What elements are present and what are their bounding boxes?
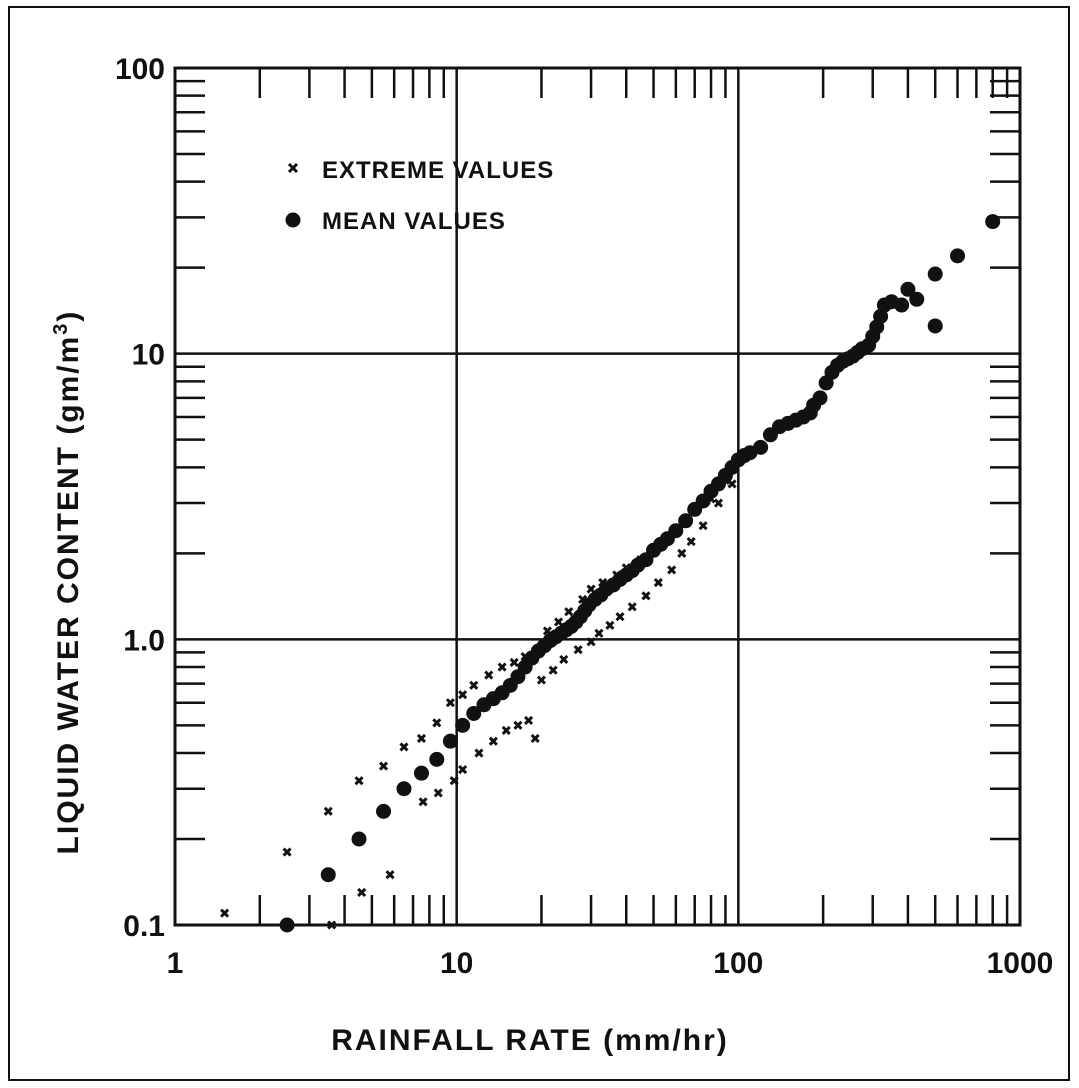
x-tick-label: 100 [713, 947, 763, 980]
extreme-value-point [470, 682, 477, 689]
extreme-value-point [555, 618, 562, 625]
extreme-value-point [616, 613, 623, 620]
extreme-value-point [575, 646, 582, 653]
extreme-value-point [538, 677, 545, 684]
legend-extreme-marker [289, 164, 297, 172]
mean-value-point [985, 214, 1000, 229]
mean-value-point [455, 718, 470, 733]
extreme-value-point [550, 667, 557, 674]
legend-x-glyph [289, 164, 297, 172]
extreme-value-point [433, 719, 440, 726]
extreme-value-point [511, 659, 518, 666]
extreme-value-point [668, 566, 675, 573]
x-axis-title: RAINFALL RATE (mm/hr) [331, 1024, 729, 1057]
extreme-value-point [325, 808, 332, 815]
mean-value-point [280, 918, 295, 933]
y-axis-title-close: ) [52, 310, 85, 322]
mean-value-point [928, 318, 943, 333]
x-tick-label: 1 [167, 947, 184, 980]
extreme-value-point [400, 743, 407, 750]
mean-value-point [894, 298, 909, 313]
mean-value-point [429, 752, 444, 767]
legend-extreme-label: EXTREME VALUES [322, 157, 554, 184]
y-tick-label: 10 [132, 339, 165, 372]
extreme-value-point [503, 727, 510, 734]
extreme-value-point [642, 592, 649, 599]
grid [175, 68, 1020, 925]
extreme-value-point [700, 522, 707, 529]
extreme-value-point [459, 691, 466, 698]
mean-value-point [909, 292, 924, 307]
plot-border [175, 68, 1020, 925]
y-tick-label: 100 [115, 53, 165, 86]
extreme-value-point [532, 735, 539, 742]
extreme-value-point [387, 871, 394, 878]
mean-value-point [813, 390, 828, 405]
extreme-value-point [514, 722, 521, 729]
y-tick-label: 0.1 [123, 910, 165, 943]
legend-mean-marker [286, 213, 301, 228]
extreme-value-point [284, 849, 291, 856]
extreme-value-point [715, 500, 722, 507]
mean-value-point [396, 781, 411, 796]
extreme-value-point [688, 538, 695, 545]
extreme-value-point [525, 717, 532, 724]
mean-value-point [414, 766, 429, 781]
extreme-value-point [629, 603, 636, 610]
mean-value-point [753, 440, 768, 455]
y-tick-labels: 0.1 1.0 10 100 [115, 53, 165, 943]
extreme-value-point [475, 750, 482, 757]
extreme-value-point [499, 664, 506, 671]
mean-value-point [950, 248, 965, 263]
extreme-value-point [380, 763, 387, 770]
y-axis-title-main: LIQUID WATER CONTENT (gm/m [52, 335, 85, 855]
x-tick-labels: 1 10 100 1000 [167, 947, 1054, 980]
extreme-value-point [595, 630, 602, 637]
extreme-value-point [221, 910, 228, 917]
x-tick-label: 10 [440, 947, 473, 980]
extreme-value-point [655, 579, 662, 586]
extreme-value-point [447, 699, 454, 706]
y-axis-title-superscript: 3 [50, 322, 72, 335]
legend-mean-label: MEAN VALUES [322, 208, 506, 235]
extreme-value-point [565, 608, 572, 615]
y-tick-label: 1.0 [123, 624, 165, 657]
legend: EXTREME VALUES MEAN VALUES [286, 157, 555, 235]
extreme-value-point [678, 550, 685, 557]
extreme-value-point [606, 622, 613, 629]
extreme-value-point [420, 798, 427, 805]
data-points [221, 214, 1000, 932]
mean-value-point [443, 734, 458, 749]
mean-value-point [321, 867, 336, 882]
extreme-value-point [418, 735, 425, 742]
extreme-value-point [485, 672, 492, 679]
ticks [175, 68, 1020, 925]
x-tick-label: 1000 [987, 947, 1054, 980]
extreme-value-point [560, 656, 567, 663]
mean-value-point [928, 267, 943, 282]
extreme-value-point [588, 586, 595, 593]
y-axis-title: LIQUID WATER CONTENT (gm/m3) [50, 310, 85, 855]
extreme-value-point [459, 766, 466, 773]
mean-value-point [376, 804, 391, 819]
extreme-value-point [358, 889, 365, 896]
extreme-value-point [435, 789, 442, 796]
extreme-value-point [355, 777, 362, 784]
mean-value-point [351, 832, 366, 847]
extreme-value-point [490, 738, 497, 745]
